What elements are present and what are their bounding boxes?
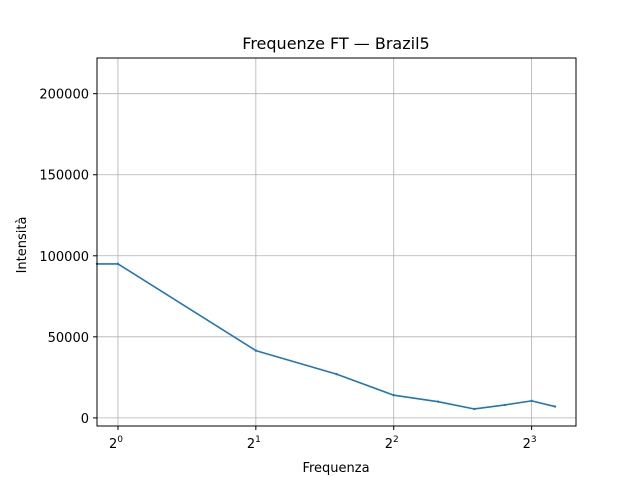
y-axis-label: Intensità — [15, 217, 30, 274]
x-tick-exponent: 1 — [255, 435, 261, 445]
data-point — [503, 403, 507, 407]
series-layer — [95, 262, 557, 411]
x-tick-exponent: 0 — [117, 435, 123, 445]
x-tick-exponent: 3 — [531, 435, 537, 445]
data-point — [473, 407, 476, 411]
x-tick-exponent: 2 — [393, 435, 399, 445]
x-tick-label: 20 — [109, 435, 123, 452]
data-point — [530, 399, 533, 403]
x-tick-base: 2 — [385, 437, 393, 452]
data-point — [254, 349, 258, 352]
data-point — [116, 262, 120, 266]
y-tick-label: 100000 — [39, 250, 89, 265]
x-axis-label: Frequenza — [302, 461, 369, 476]
data-point — [436, 400, 440, 403]
y-tick-label: 200000 — [39, 88, 89, 103]
grid-lines — [97, 58, 576, 426]
x-tick-base: 2 — [109, 437, 117, 452]
x-tick-label: 22 — [385, 435, 399, 452]
data-point — [335, 372, 338, 376]
plot-frame — [96, 57, 577, 427]
x-tick-label: 21 — [247, 435, 261, 452]
series-line — [97, 263, 556, 410]
data-point — [392, 393, 395, 397]
y-tick-label: 150000 — [39, 169, 89, 184]
data-point — [553, 405, 557, 408]
y-tick-label: 0 — [81, 412, 89, 427]
x-tick-base: 2 — [523, 437, 531, 452]
y-tick-label: 50000 — [48, 331, 89, 346]
x-tick-label: 23 — [523, 435, 537, 452]
chart-title: Frequenze FT — Brazil5 — [242, 34, 429, 53]
x-tick-base: 2 — [247, 437, 255, 452]
